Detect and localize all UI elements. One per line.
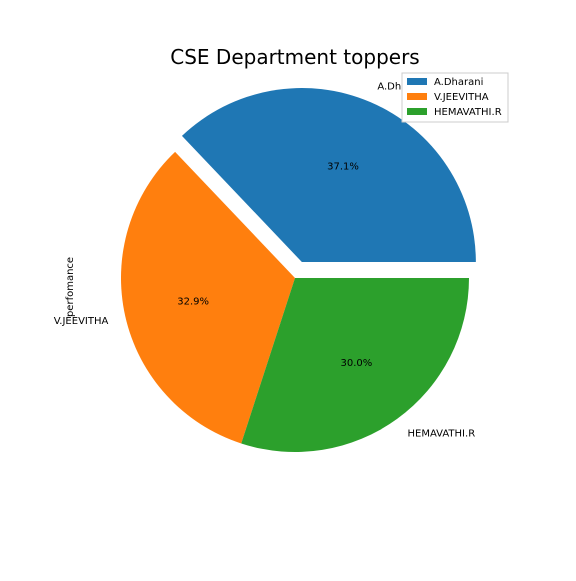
slice-percent-label: 37.1%	[327, 162, 359, 173]
pie-slice-hemavathi-r	[241, 278, 469, 452]
pie-slice-v-jeevitha	[121, 151, 295, 444]
legend-swatch	[407, 108, 427, 115]
legend-swatch	[407, 93, 427, 100]
pie-slice-a-dharani	[181, 88, 476, 263]
legend-entry-label: HEMAVATHI.R	[434, 107, 502, 118]
slice-label: V.JEEVITHA	[54, 316, 109, 327]
legend-swatch	[407, 78, 427, 85]
legend-entry-label: A.Dharani	[434, 77, 483, 88]
chart-title: CSE Department toppers	[170, 45, 419, 69]
legend-entry-label: V.JEEVITHA	[434, 92, 489, 103]
slice-label: HEMAVATHI.R	[408, 428, 476, 439]
pie-slices: 37.1%A.Dharani32.9%V.JEEVITHA30.0%HEMAVA…	[54, 82, 476, 452]
legend: A.Dharani V.JEEVITHA HEMAVATHI.R	[401, 72, 509, 123]
slice-percent-label: 32.9%	[177, 297, 209, 308]
y-axis-label: perfomance	[65, 257, 76, 317]
slice-percent-label: 30.0%	[340, 358, 372, 369]
